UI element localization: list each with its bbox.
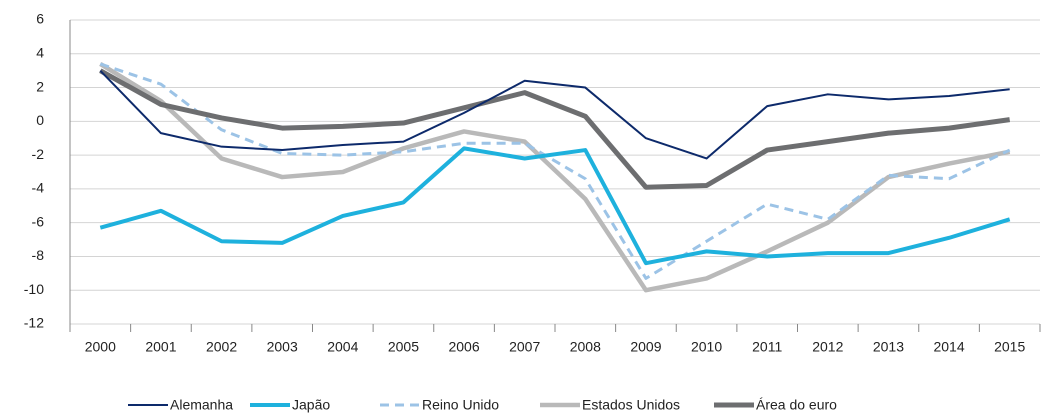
x-tick-label: 2007 (509, 339, 540, 355)
y-tick-label: 2 (36, 78, 44, 94)
y-tick-label: -12 (24, 315, 44, 331)
y-tick-label: 6 (36, 11, 44, 27)
y-tick-label: -8 (32, 247, 45, 263)
series-line (99, 68, 1011, 190)
x-tick-label: 2014 (933, 339, 964, 355)
y-tick-label: -6 (32, 213, 45, 229)
x-tick-label: 2004 (327, 339, 358, 355)
legend-label: Japão (292, 397, 330, 413)
x-tick-label: 2002 (206, 339, 237, 355)
x-tick-label: 2005 (388, 339, 419, 355)
legend-label: Reino Unido (422, 397, 499, 413)
series-line (99, 62, 1011, 280)
x-tick-label: 2003 (267, 339, 298, 355)
x-tick-label: 2008 (570, 339, 601, 355)
x-tick-label: 2012 (812, 339, 843, 355)
legend-label: Alemanha (170, 397, 233, 413)
legend-label: Área do euro (756, 397, 837, 413)
x-tick-label: 2011 (752, 339, 782, 355)
y-tick-label: 4 (36, 44, 44, 60)
y-tick-label: -4 (32, 180, 45, 196)
series-line (99, 146, 1011, 266)
x-tick-label: 2013 (873, 339, 904, 355)
series-line (99, 69, 1010, 160)
x-tick-label: 2000 (85, 339, 116, 355)
y-tick-label: 0 (36, 112, 44, 128)
x-tick-label: 2009 (630, 339, 661, 355)
y-tick-label: -2 (32, 146, 45, 162)
x-tick-label: 2015 (994, 339, 1025, 355)
x-tick-label: 2006 (448, 339, 479, 355)
series-line (99, 61, 1011, 293)
x-tick-label: 2001 (145, 339, 176, 355)
legend-label: Estados Unidos (582, 397, 680, 413)
x-tick-label: 2010 (691, 339, 722, 355)
y-tick-label: -10 (24, 281, 44, 297)
